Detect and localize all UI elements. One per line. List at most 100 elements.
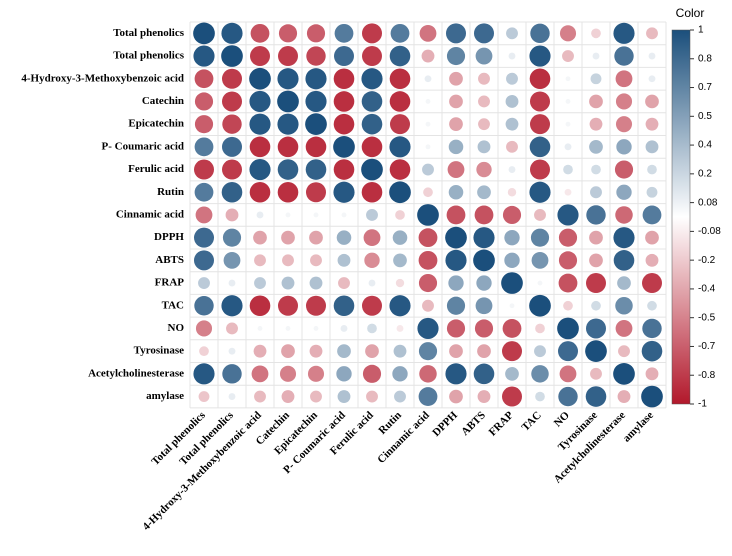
correlation-circle [475,297,493,315]
correlation-circle [281,344,295,359]
correlation-circle [508,52,516,60]
correlation-circle [366,209,378,221]
correlation-circle [313,212,319,218]
correlation-circle [614,46,634,66]
correlation-circle [277,90,299,113]
correlation-circle [249,113,271,135]
correlation-circle [221,22,243,44]
correlation-circle [529,91,551,112]
correlation-circle [422,163,434,176]
correlation-circle [474,205,494,225]
correlation-circle [221,295,243,317]
correlation-circle [250,23,270,43]
correlation-circle [193,227,215,248]
correlation-circle [194,92,214,111]
colorbar-tick-label: 0.2 [698,168,712,179]
correlation-circle [223,251,241,269]
correlation-circle [615,93,633,110]
correlation-circle [194,137,214,157]
correlation-circle [257,326,263,331]
colorbar-tick-label: -1 [698,399,707,410]
correlation-circle [558,228,578,247]
correlation-circle [194,115,214,134]
correlation-circle [334,23,354,43]
correlation-circle [564,143,572,151]
correlation-circle [194,69,214,89]
correlation-circle [253,344,267,358]
correlation-circle [419,365,437,383]
correlation-circle [281,276,295,290]
correlation-circle [277,159,299,180]
correlation-circle [361,295,383,316]
correlation-circle [305,182,327,203]
correlation-circle [193,363,215,385]
correlation-circle [615,116,633,133]
correlation-circle [445,226,467,249]
correlation-circle [502,319,522,338]
correlation-circle [310,390,322,403]
correlation-circle [417,317,439,340]
correlation-circle [226,322,238,335]
correlation-circle [617,390,631,403]
correlation-circle [341,212,347,218]
correlation-circle [228,279,236,287]
correlation-circle [449,344,463,359]
correlation-circle [392,366,408,382]
correlation-circle [642,318,662,339]
correlation-circle [418,250,438,270]
correlation-circle [199,346,209,357]
correlation-circle [368,279,376,287]
correlation-circle [225,208,239,222]
correlation-circle [477,390,491,403]
correlation-circle [508,166,516,173]
column-label: TAC [520,409,544,433]
correlation-circle [361,23,383,44]
correlation-circle [585,386,607,407]
correlation-circle [565,121,571,127]
correlation-circle [645,94,659,109]
colorbar-tick-label: 0.5 [698,111,712,122]
correlation-circle [256,211,264,219]
correlation-circle [506,72,518,85]
correlation-circle [590,367,602,380]
correlation-circle [473,227,495,249]
correlation-circle [585,340,607,362]
correlation-circle [586,205,606,225]
correlation-circle [307,365,325,382]
correlation-circle [361,91,383,112]
row-label: FRAP [155,277,185,289]
correlation-circle [389,68,411,90]
correlation-circle [585,318,607,339]
row-label: 4-Hydroxy-3-Methoxybenzoic acid [21,72,184,84]
correlation-circle [646,27,658,40]
correlation-circle [389,91,411,112]
correlation-circle [448,184,464,200]
correlation-circle [505,366,519,381]
correlation-circle [193,250,215,271]
correlation-circle [193,159,215,180]
correlation-circle [366,390,378,403]
correlation-circle [473,363,495,385]
correlation-circle [417,204,439,226]
correlation-circle [477,140,491,154]
correlation-circle [333,91,355,112]
correlation-circle [279,365,297,382]
correlation-circle [222,364,242,384]
correlation-circle [591,28,601,39]
correlation-circle [590,73,602,85]
row-label: Total phenolics [113,50,185,62]
correlation-circle [448,275,464,291]
correlation-circle [504,252,520,269]
correlation-circle [254,390,266,403]
correlation-circle [564,188,572,196]
column-label: DPPH [430,409,460,439]
correlation-circle [396,325,404,332]
colorbar-tick-label: -0.4 [698,284,716,295]
correlation-circle [534,209,546,221]
correlation-circle [446,296,466,315]
correlation-circle [333,136,355,158]
correlation-circle [361,181,383,203]
correlation-circle [285,326,291,331]
correlation-circle [249,158,271,181]
correlation-circle [641,340,663,362]
